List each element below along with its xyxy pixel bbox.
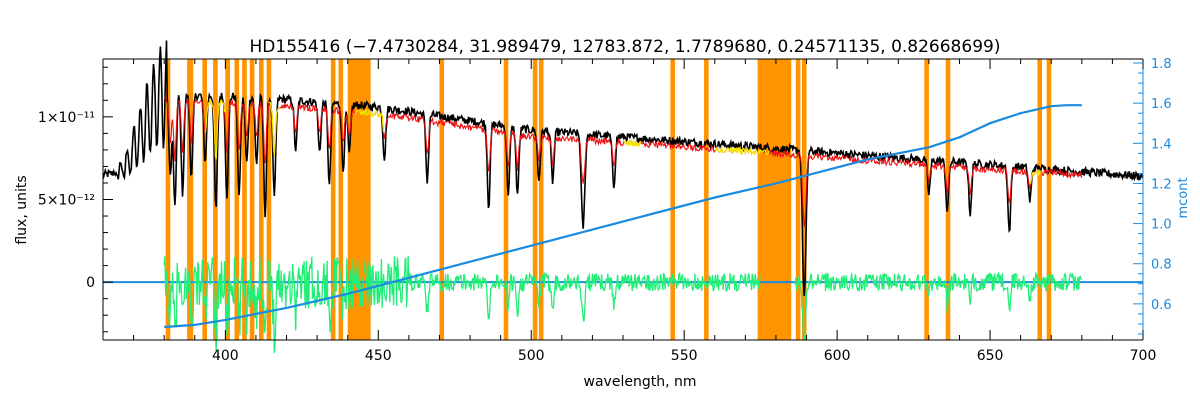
masked-band [924, 59, 929, 340]
mcont-line [164, 104, 1082, 329]
x-tick-label: 550 [671, 348, 698, 364]
x-tick-label: 650 [977, 348, 1004, 364]
y-axis-ticks: 0 5×10⁻¹² 1×10⁻¹¹ [38, 66, 113, 333]
x-axis-ticks: 400 450 500 550 600 650 700 [102, 59, 1157, 364]
masked-band [795, 59, 801, 340]
model-flux-line [163, 97, 1083, 228]
y-tick-label: 1×10⁻¹¹ [38, 110, 95, 126]
masked-band [338, 59, 344, 340]
masked-bands [165, 59, 1052, 340]
x-axis-label: wavelength, nm [584, 374, 697, 390]
x-tick-label: 600 [824, 348, 851, 364]
right-axis-ticks: 0.6 0.8 1.0 1.2 1.4 1.6 1.8 [1133, 57, 1172, 335]
y-tick-label: 0 [86, 275, 95, 291]
masked-band [439, 59, 445, 340]
masked-band [249, 59, 255, 340]
y-axis-label: flux, units [14, 175, 30, 244]
masked-band [1046, 59, 1052, 340]
x-tick-label: 700 [1130, 348, 1157, 364]
masked-band [234, 59, 240, 340]
masked-band [538, 59, 544, 340]
x-tick-label: 450 [365, 348, 392, 364]
masked-band [259, 59, 264, 340]
masked-band [532, 59, 538, 340]
residuals-line [163, 255, 1083, 353]
x-tick-label: 500 [518, 348, 545, 364]
masked-band [242, 59, 247, 340]
right-tick-label: 1.4 [1151, 137, 1172, 152]
masked-band [801, 59, 807, 340]
right-tick-label: 1.2 [1151, 177, 1172, 192]
right-tick-label: 0.8 [1151, 258, 1172, 273]
masked-band [757, 59, 792, 340]
observed-flux-line [102, 40, 1144, 296]
right-tick-label: 1.6 [1151, 97, 1172, 112]
right-axis-label: mcont [1176, 177, 1191, 218]
masked-band [225, 59, 230, 340]
masked-band [503, 59, 509, 340]
right-tick-label: 1.0 [1151, 218, 1172, 233]
masked-band [165, 59, 171, 340]
x-tick-label: 400 [212, 348, 239, 364]
masked-band [1037, 59, 1043, 340]
plot-lines [102, 40, 1144, 353]
masked-band [187, 59, 194, 340]
masked-band [266, 59, 272, 340]
chart-title: HD155416 (−7.4730284, 31.989479, 12783.8… [250, 37, 1001, 57]
right-tick-label: 1.8 [1151, 57, 1172, 72]
right-tick-label: 0.6 [1151, 298, 1172, 313]
y-tick-label: 5×10⁻¹² [38, 193, 95, 209]
model-highlight-line [204, 98, 1042, 184]
masked-band [330, 59, 336, 340]
masked-band [202, 59, 207, 340]
masked-band [670, 59, 675, 340]
